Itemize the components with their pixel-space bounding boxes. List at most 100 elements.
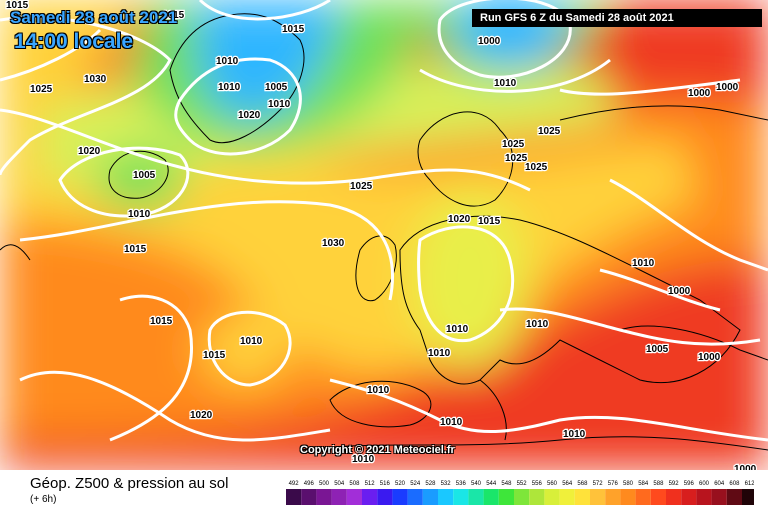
legend-swatch (574, 489, 590, 505)
legend-swatch (362, 489, 378, 505)
legend-swatch (301, 489, 317, 505)
coastlines (0, 13, 768, 451)
legend-label: 552 (517, 481, 528, 487)
isobar-label: 1005 (646, 344, 669, 355)
legend-swatch (742, 489, 754, 505)
legend-label: 496 (304, 481, 315, 487)
isobar-label: 1000 (716, 82, 739, 93)
isobar-label: 1010 (428, 348, 451, 359)
isobar-label: 1020 (190, 410, 213, 421)
legend-swatch (590, 489, 606, 505)
legend-swatch (316, 489, 332, 505)
legend-label: 528 (425, 481, 436, 487)
legend-label: 532 (441, 481, 452, 487)
legend-label: 536 (456, 481, 467, 487)
legend-swatch (422, 489, 438, 505)
isobar-label: 1000 (478, 36, 501, 47)
isobar-label: 1020 (238, 110, 261, 121)
isobar-label: 1025 (30, 84, 53, 95)
isobar-label: 1000 (734, 464, 757, 470)
legend-swatch (468, 489, 484, 505)
legend-swatch (620, 489, 636, 505)
isobar-label: 1015 (124, 244, 147, 255)
legend-label: 600 (699, 481, 710, 487)
legend-label: 572 (593, 481, 604, 487)
legend-label: 508 (349, 481, 360, 487)
legend-label: 520 (395, 481, 406, 487)
isobar-label: 1010 (494, 78, 517, 89)
isobar-label: 1025 (505, 153, 528, 164)
map-footer: Géop. Z500 & pression au sol (+ 6h) 492 4… (0, 470, 768, 512)
legend-swatch (514, 489, 530, 505)
legend-label: 580 (623, 481, 634, 487)
legend-swatch (666, 489, 682, 505)
legend-swatch (696, 489, 712, 505)
legend-label: 492 (289, 481, 300, 487)
isobar-label: 1015 (150, 316, 173, 327)
isobar-label: 1015 (6, 0, 29, 11)
isobars (0, 0, 768, 440)
isobar-label: 1010 (440, 417, 463, 428)
legend-swatch (711, 489, 727, 505)
legend-swatch (392, 489, 408, 505)
isobar-label: 1025 (538, 126, 561, 137)
legend-swatch (438, 489, 454, 505)
legend-swatch (559, 489, 575, 505)
weather-map: 1015 1015 1000 1025 1030 1015 1010 1010 … (0, 0, 768, 470)
forecast-date: Samedi 28 août 2021 (10, 8, 178, 27)
isobar-label: 1005 (265, 82, 288, 93)
isobar-label: 1025 (502, 139, 525, 150)
isobar-label: 1010 (128, 209, 151, 220)
isobar-label: 1010 (446, 324, 469, 335)
legend-swatch (453, 489, 469, 505)
legend-label: 612 (745, 481, 754, 487)
legend-label: 516 (380, 481, 391, 487)
forecast-local-time: 14:00 locale (14, 30, 134, 53)
legend-label: 560 (547, 481, 558, 487)
legend-label: 524 (410, 481, 421, 487)
isobar-label: 1020 (448, 214, 471, 225)
legend-swatch (605, 489, 621, 505)
legend-label: 576 (608, 481, 619, 487)
isobar-label: 1025 (525, 162, 548, 173)
legend-swatch (286, 489, 302, 505)
isobar-label: 1015 (478, 216, 501, 227)
legend-swatch (346, 489, 362, 505)
legend-swatch (377, 489, 393, 505)
color-legend: 492 496 500 504 508 512 516 520 524 528 532 536 540 5… (286, 481, 754, 505)
legend-label: 512 (365, 481, 376, 487)
isobar-label: 1010 (352, 454, 375, 465)
map-title: Géop. Z500 & pression au sol (30, 475, 229, 492)
legend-label: 540 (471, 481, 482, 487)
legend-swatch (635, 489, 651, 505)
isobar-label: 1010 (526, 319, 549, 330)
legend-label: 556 (532, 481, 543, 487)
legend-swatch (650, 489, 666, 505)
legend-label: 500 (319, 481, 330, 487)
isobar-label: 1005 (133, 170, 156, 181)
legend-label: 548 (501, 481, 512, 487)
legend-label: 592 (669, 481, 680, 487)
legend-label: 504 (334, 481, 345, 487)
copyright-text: Copyright © 2021 Meteociel.fr (300, 444, 455, 456)
legend-swatch (498, 489, 514, 505)
isobar-label: 1010 (367, 385, 390, 396)
geopotential-field (0, 0, 768, 470)
isobar-label: 1015 (162, 10, 185, 21)
isobar-label: 1000 (688, 88, 711, 99)
legend-swatch (407, 489, 423, 505)
isobar-label: 1010 (216, 56, 239, 67)
isobar-label: 1010 (218, 82, 241, 93)
isobar-label: 1010 (632, 258, 655, 269)
isobar-label: 1010 (268, 99, 291, 110)
isobar-label: 1025 (350, 181, 373, 192)
isobar-label: 1010 (563, 429, 586, 440)
legend-label: 596 (684, 481, 695, 487)
legend-swatch (483, 489, 499, 505)
isobar-label: 1000 (668, 286, 691, 297)
isobar-label: 1030 (84, 74, 107, 85)
forecast-offset: (+ 6h) (30, 494, 57, 505)
legend-swatch (331, 489, 347, 505)
legend-label: 544 (486, 481, 497, 487)
